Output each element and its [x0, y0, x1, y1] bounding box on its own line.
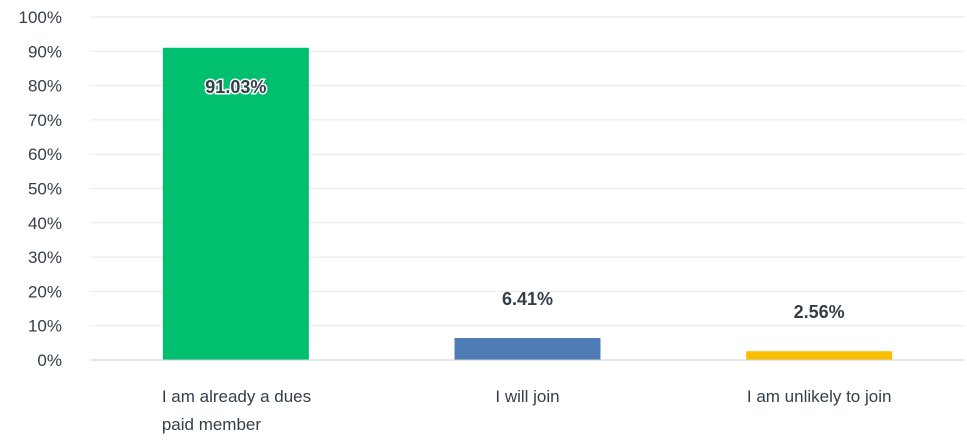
data-label: 6.41% [502, 289, 553, 309]
x-category-label: I will join [495, 387, 559, 406]
y-axis-ticks: 0% 10% 20% 30% 40% 50% 60% 70% 80% 90% 100% [19, 8, 62, 370]
y-tick-label: 10% [28, 317, 62, 336]
data-label: 2.56% [794, 302, 845, 322]
x-category-label: I am unlikely to join [747, 387, 892, 406]
y-tick-label: 80% [28, 77, 62, 96]
y-tick-label: 50% [28, 180, 62, 199]
x-category-label: I am already a dues paid member [162, 387, 311, 434]
x-category-label-line: I will join [495, 387, 559, 406]
data-labels: 91.03% 6.41% 2.56% [204, 75, 845, 322]
data-label: 91.03% [205, 77, 266, 97]
y-tick-label: 0% [37, 351, 62, 370]
y-tick-label: 70% [28, 111, 62, 130]
x-axis-categories: I am already a dues paid member I will joi… [162, 387, 892, 434]
x-category-label-line: paid member [162, 415, 262, 434]
y-tick-label: 40% [28, 214, 62, 233]
bar [746, 351, 893, 360]
y-tick-label: 100% [19, 8, 62, 27]
y-tick-label: 20% [28, 282, 62, 301]
y-tick-label: 90% [28, 42, 62, 61]
y-tick-label: 60% [28, 145, 62, 164]
y-tick-label: 30% [28, 248, 62, 267]
x-category-label-line: I am already a dues [162, 387, 311, 406]
bar [454, 338, 601, 360]
x-category-label-line: I am unlikely to join [747, 387, 892, 406]
bar [162, 47, 309, 361]
bars [162, 47, 893, 361]
